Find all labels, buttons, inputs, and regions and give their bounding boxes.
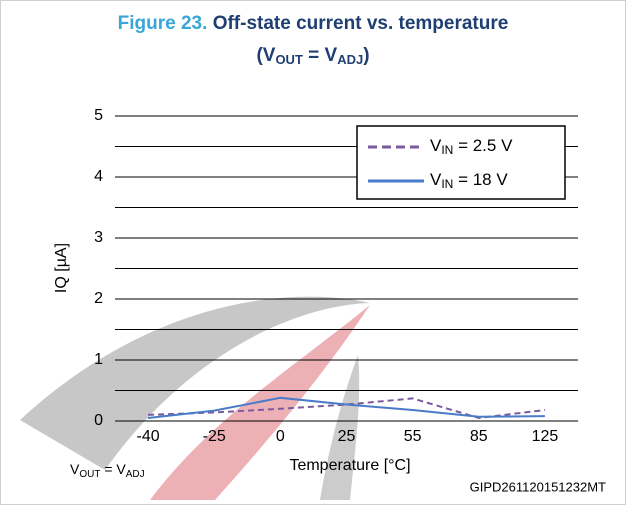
subtitle-part: = V xyxy=(303,45,338,66)
annotation: VOUT = VADJ xyxy=(70,461,145,480)
figure-label: Figure 23. xyxy=(118,13,208,34)
legend-part: V xyxy=(430,170,442,189)
y-tick-label: 0 xyxy=(94,412,103,429)
annotation-part: = V xyxy=(100,461,126,477)
legend-label: VIN = 2.5 V xyxy=(430,136,513,157)
x-tick-label: 125 xyxy=(532,428,559,445)
subtitle-sub: OUT xyxy=(275,52,303,67)
y-axis-label: IQ [µA] xyxy=(53,243,70,293)
subtitle-part: ) xyxy=(363,45,369,66)
y-tick-label: 4 xyxy=(94,168,103,185)
legend-sub: IN xyxy=(441,177,453,191)
legend-box xyxy=(356,125,566,200)
x-axis-label: Temperature [°C] xyxy=(289,457,410,474)
subtitle-sub: ADJ xyxy=(337,52,363,67)
y-tick-label: 2 xyxy=(94,290,103,307)
legend-part: = 18 V xyxy=(453,170,508,189)
chart-subtitle: (VOUT = VADJ) xyxy=(256,45,369,67)
y-tick-label: 3 xyxy=(94,229,103,246)
series-line xyxy=(147,396,545,419)
x-tick-label: 25 xyxy=(338,428,356,445)
figure-code: GIPD261120151232MT xyxy=(470,479,606,494)
legend-part: V xyxy=(430,136,442,155)
legend-label: VIN = 18 V xyxy=(430,170,508,191)
x-tick-label: 85 xyxy=(470,428,488,445)
title-text: Off-state current vs. temperature xyxy=(213,13,509,34)
x-tick-label: -40 xyxy=(137,428,160,445)
watermark xyxy=(320,355,360,500)
legend-part: = 2.5 V xyxy=(453,136,513,155)
annotation-part: V xyxy=(70,461,80,477)
y-tick-label: 5 xyxy=(94,107,103,124)
watermark xyxy=(20,296,370,470)
legend-sub: IN xyxy=(441,143,453,157)
annotation-sub: ADJ xyxy=(126,469,145,480)
annotation-sub: OUT xyxy=(79,469,100,480)
y-tick-label: 1 xyxy=(94,351,103,368)
series-line xyxy=(148,397,546,419)
x-tick-label: 55 xyxy=(404,428,422,445)
chart-title: Figure 23. Off-state current vs. tempera… xyxy=(118,13,509,34)
subtitle-part: (V xyxy=(256,45,275,66)
x-tick-label: -25 xyxy=(203,428,226,445)
x-tick-label: 0 xyxy=(276,428,285,445)
